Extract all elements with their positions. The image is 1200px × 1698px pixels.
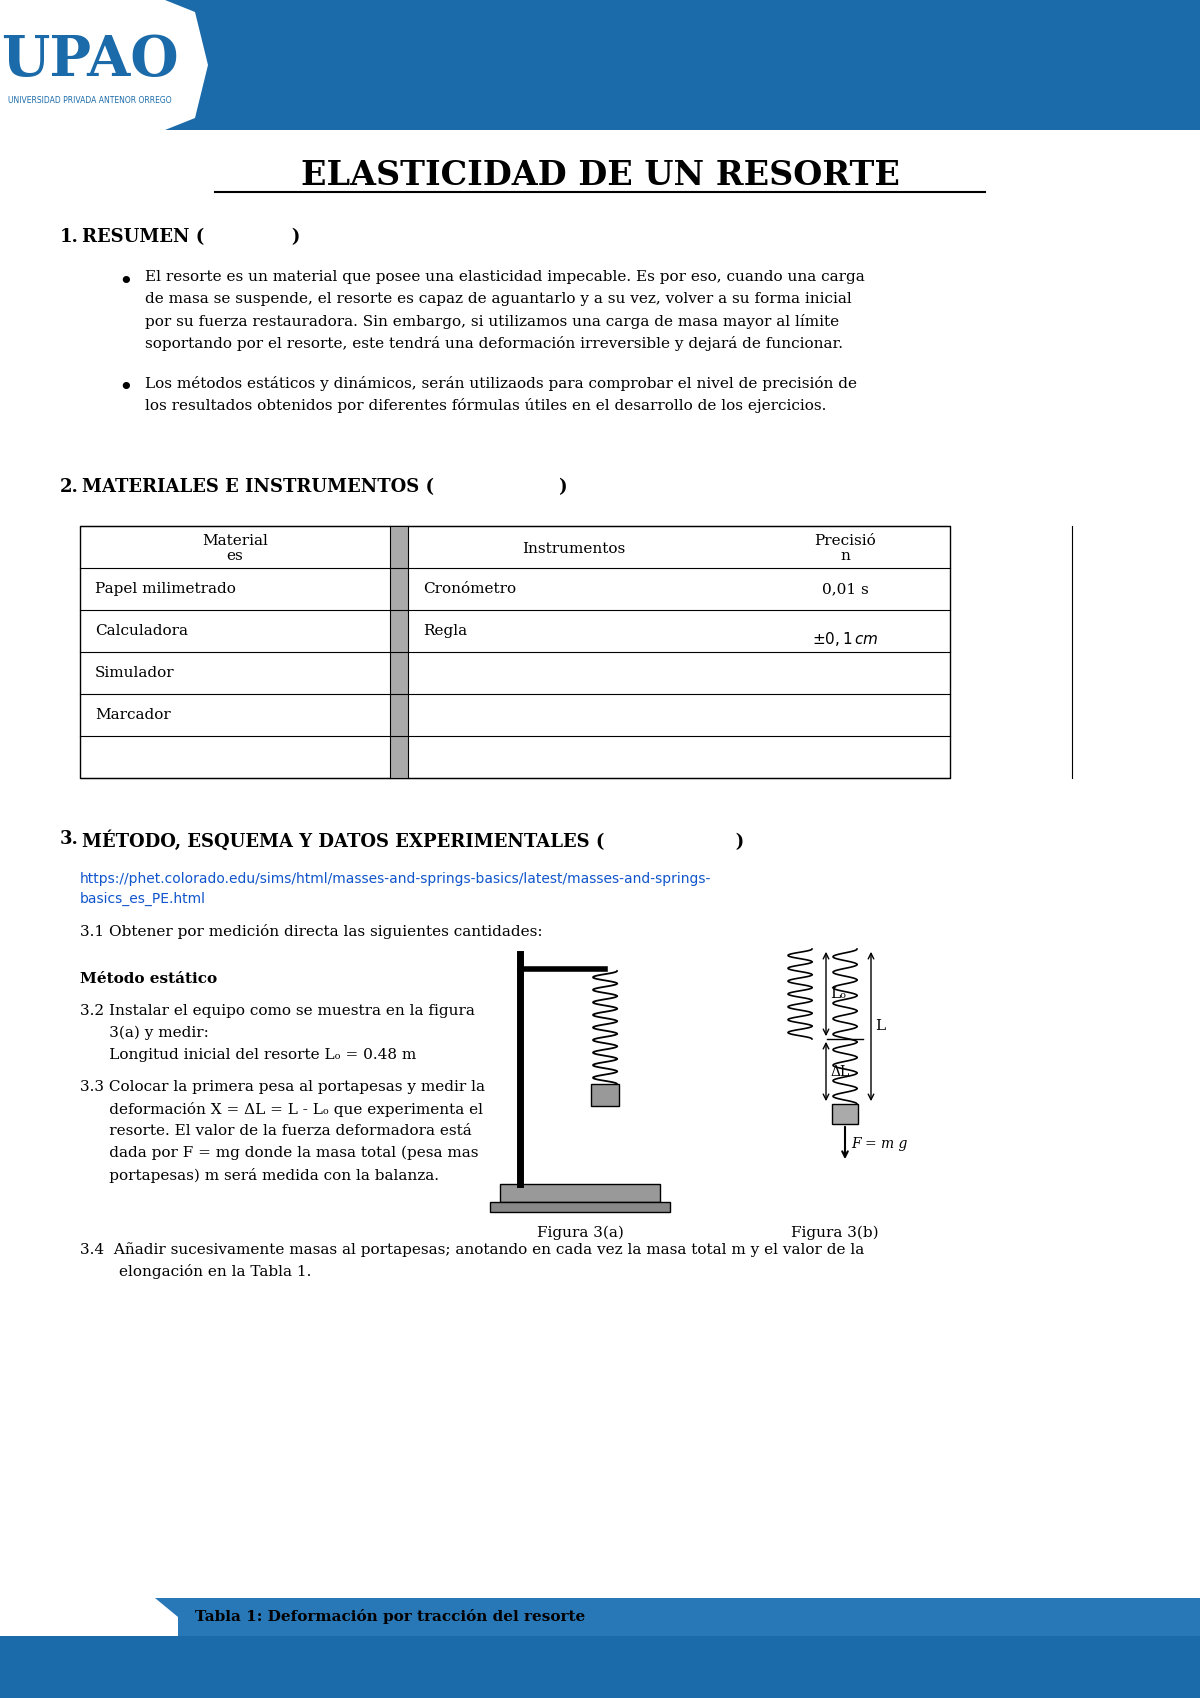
Text: Marcador: Marcador	[95, 708, 170, 722]
Text: deformación X = ΔL = L - Lₒ que experimenta el: deformación X = ΔL = L - Lₒ que experime…	[80, 1102, 482, 1117]
Text: 3.3 Colocar la primera pesa al portapesas y medir la: 3.3 Colocar la primera pesa al portapesa…	[80, 1080, 485, 1094]
Text: RESUMEN (              ): RESUMEN ( )	[82, 228, 300, 246]
Polygon shape	[0, 1598, 178, 1635]
Text: UPAO: UPAO	[1, 32, 179, 88]
Text: Calculadora: Calculadora	[95, 623, 188, 638]
Text: El resorte es un material que posee una elasticidad impecable. Es por eso, cuand: El resorte es un material que posee una …	[145, 270, 865, 284]
Text: 0,01 s: 0,01 s	[822, 582, 869, 596]
FancyBboxPatch shape	[0, 1598, 1200, 1635]
Text: L: L	[875, 1019, 886, 1034]
Text: dada por F = mg donde la masa total (pesa mas: dada por F = mg donde la masa total (pes…	[80, 1146, 479, 1160]
Text: resorte. El valor de la fuerza deformadora está: resorte. El valor de la fuerza deformado…	[80, 1124, 472, 1138]
Text: n: n	[840, 548, 850, 564]
Text: ΔL: ΔL	[830, 1065, 850, 1078]
Text: https://phet.colorado.edu/sims/html/masses-and-springs-basics/latest/masses-and-: https://phet.colorado.edu/sims/html/mass…	[80, 873, 712, 886]
Text: 3.4  Añadir sucesivamente masas al portapesas; anotando en cada vez la masa tota: 3.4 Añadir sucesivamente masas al portap…	[80, 1241, 864, 1257]
Text: Papel milimetrado: Papel milimetrado	[95, 582, 236, 596]
FancyBboxPatch shape	[592, 1083, 619, 1105]
Text: Figura 3(a): Figura 3(a)	[536, 1226, 624, 1241]
FancyBboxPatch shape	[832, 1104, 858, 1124]
Text: portapesas) m será medida con la balanza.: portapesas) m será medida con la balanza…	[80, 1168, 439, 1184]
Text: Material: Material	[202, 533, 268, 548]
Text: elongación en la Tabla 1.: elongación en la Tabla 1.	[80, 1263, 311, 1279]
Text: soportando por el resorte, este tendrá una deformación irreversible y dejará de : soportando por el resorte, este tendrá u…	[145, 336, 842, 351]
Text: Lₒ: Lₒ	[830, 987, 846, 1002]
Text: es: es	[227, 548, 244, 564]
Text: Figura 3(b): Figura 3(b)	[791, 1226, 878, 1241]
Text: los resultados obtenidos por diferentes fórmulas útiles en el desarrollo de los : los resultados obtenidos por diferentes …	[145, 397, 827, 413]
Text: Instrumentos: Instrumentos	[522, 542, 625, 557]
Text: Precisió: Precisió	[814, 533, 876, 548]
Text: Tabla 1: Deformación por tracción del resorte: Tabla 1: Deformación por tracción del re…	[194, 1610, 586, 1625]
Text: Regla: Regla	[424, 623, 467, 638]
Text: MATERIALES E INSTRUMENTOS (                    ): MATERIALES E INSTRUMENTOS ( )	[82, 479, 568, 496]
Text: •: •	[118, 270, 133, 294]
Text: 1.: 1.	[60, 228, 79, 246]
Text: •: •	[118, 375, 133, 401]
Text: 3.2 Instalar el equipo como se muestra en la figura: 3.2 Instalar el equipo como se muestra e…	[80, 1004, 475, 1019]
Text: basics_es_PE.html: basics_es_PE.html	[80, 891, 206, 907]
Text: UNIVERSIDAD PRIVADA ANTENOR ORREGO: UNIVERSIDAD PRIVADA ANTENOR ORREGO	[8, 95, 172, 105]
Text: Simulador: Simulador	[95, 666, 175, 679]
Text: Método estático: Método estático	[80, 971, 217, 987]
FancyBboxPatch shape	[80, 526, 950, 778]
Text: $\pm 0,1\,cm$: $\pm 0,1\,cm$	[811, 630, 878, 649]
FancyBboxPatch shape	[0, 0, 1200, 131]
FancyBboxPatch shape	[490, 1202, 670, 1212]
Text: ELASTICIDAD DE UN RESORTE: ELASTICIDAD DE UN RESORTE	[300, 158, 900, 192]
Text: 2.: 2.	[60, 479, 79, 496]
Text: 3.: 3.	[60, 830, 79, 847]
Text: 3(a) y medir:: 3(a) y medir:	[80, 1026, 209, 1041]
Text: de masa se suspende, el resorte es capaz de aguantarlo y a su vez, volver a su f: de masa se suspende, el resorte es capaz…	[145, 292, 852, 306]
FancyBboxPatch shape	[0, 1598, 1200, 1698]
Text: Longitud inicial del resorte Lₒ = 0.48 m: Longitud inicial del resorte Lₒ = 0.48 m	[80, 1048, 416, 1061]
Text: 3.1 Obtener por medición directa las siguientes cantidades:: 3.1 Obtener por medición directa las sig…	[80, 924, 542, 939]
Text: Los métodos estáticos y dinámicos, serán utilizaods para comprobar el nivel de p: Los métodos estáticos y dinámicos, serán…	[145, 375, 857, 391]
Polygon shape	[0, 0, 208, 131]
FancyBboxPatch shape	[500, 1184, 660, 1202]
Text: Cronómetro: Cronómetro	[424, 582, 516, 596]
FancyBboxPatch shape	[390, 526, 408, 778]
Text: F = m g: F = m g	[851, 1138, 907, 1151]
Text: por su fuerza restauradora. Sin embargo, si utilizamos una carga de masa mayor a: por su fuerza restauradora. Sin embargo,…	[145, 314, 839, 329]
Text: MÉTODO, ESQUEMA Y DATOS EXPERIMENTALES (                     ): MÉTODO, ESQUEMA Y DATOS EXPERIMENTALES (…	[82, 830, 744, 851]
